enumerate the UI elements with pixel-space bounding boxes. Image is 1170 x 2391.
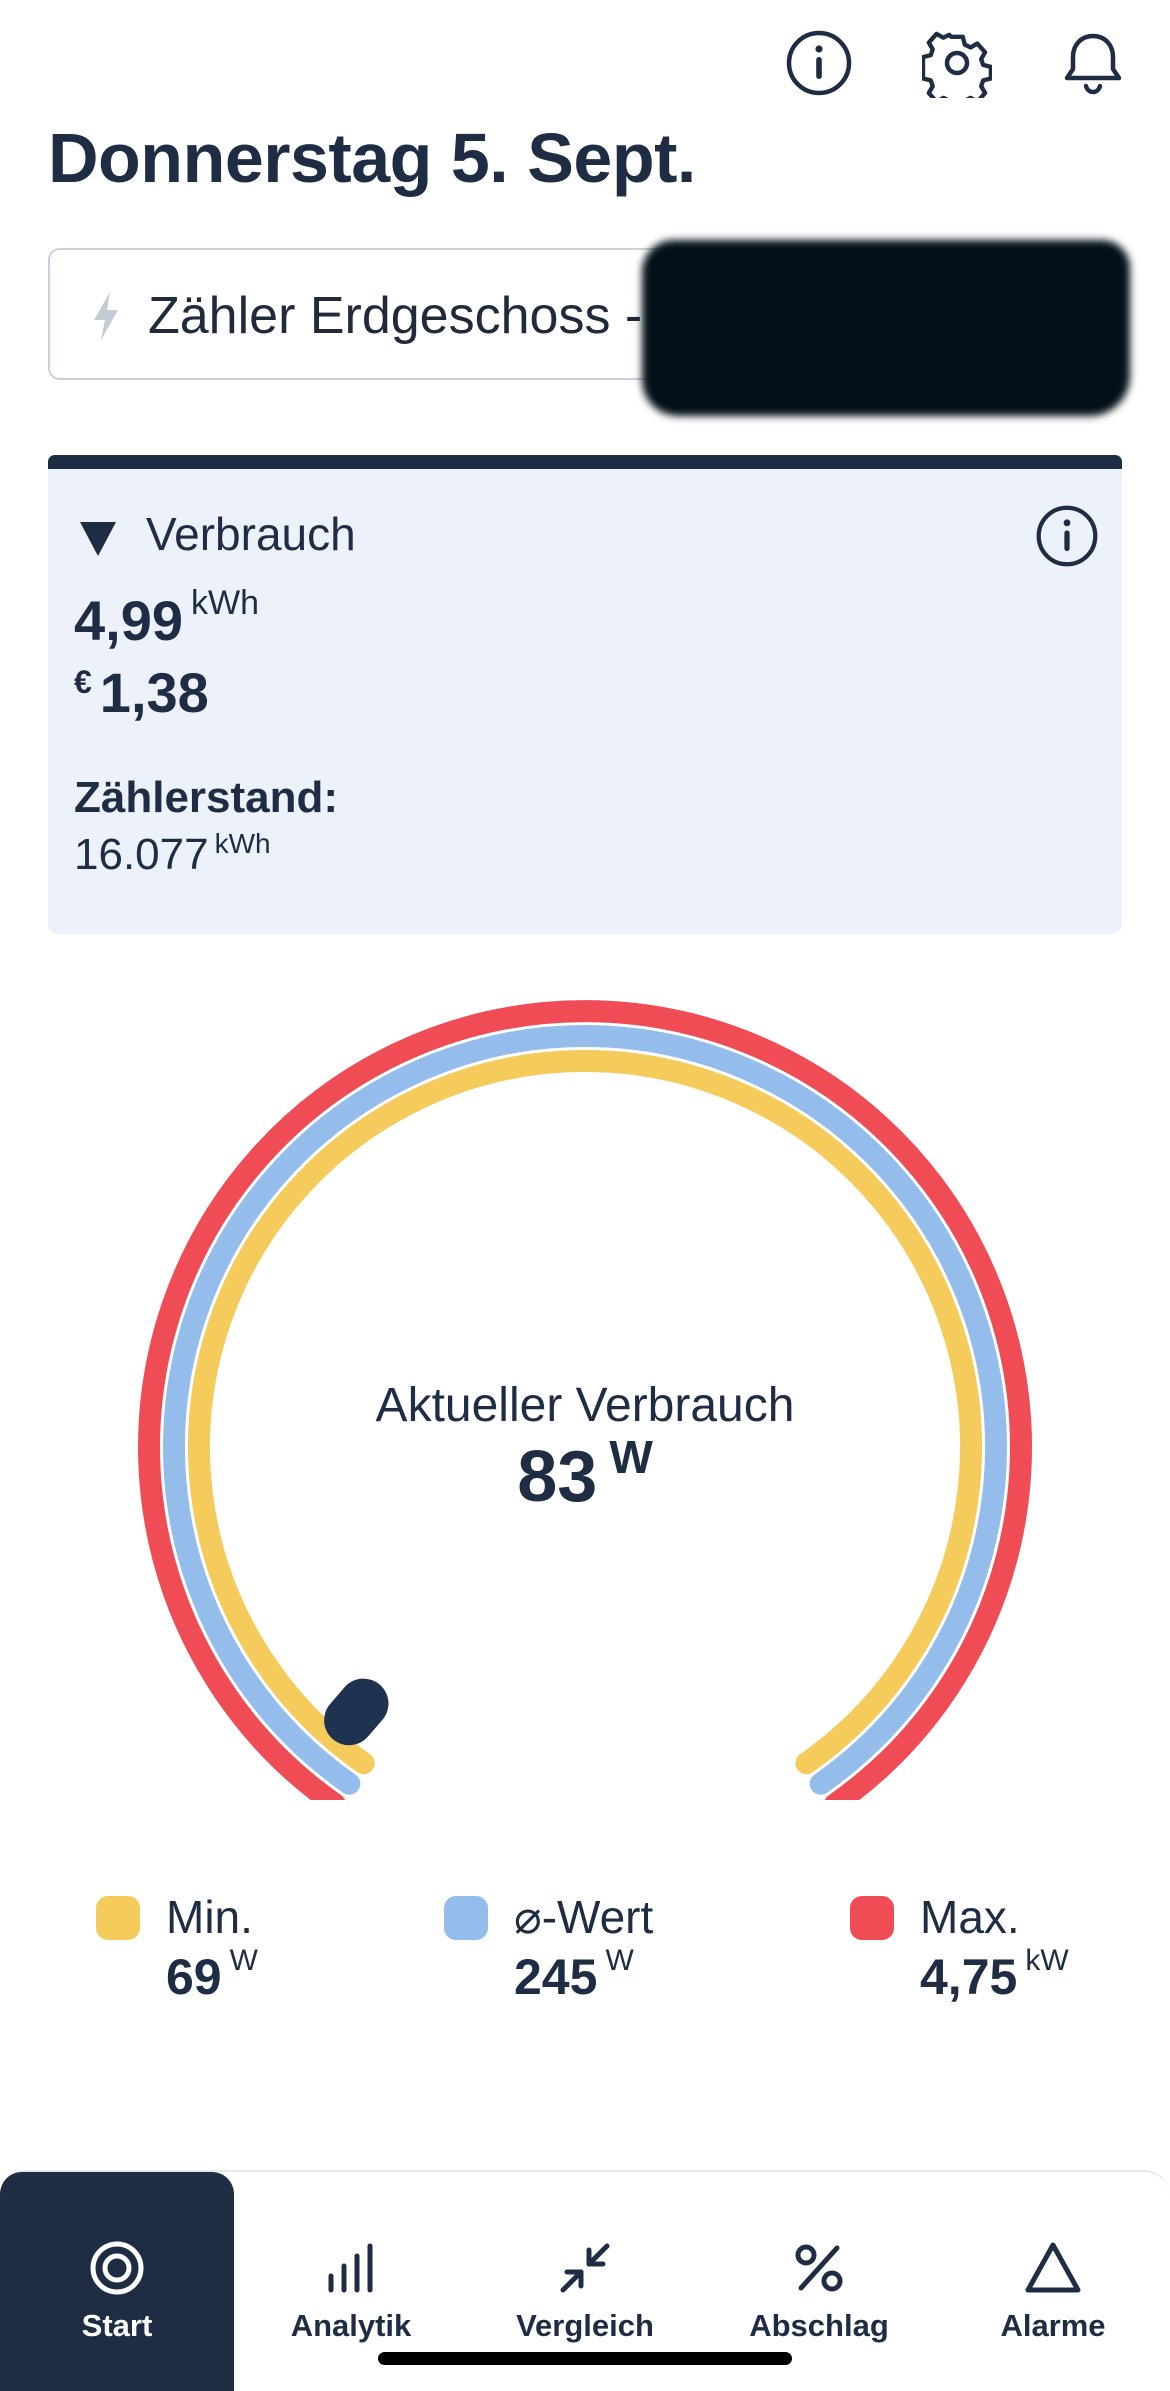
tab-label: Vergleich: [516, 2308, 654, 2343]
legend-value-avg: 245 W: [514, 1944, 634, 2005]
target-icon: [90, 2241, 144, 2295]
energy-value: 4,99 kWh: [74, 584, 259, 652]
gauge-arc-min: [188, 1050, 982, 1775]
bars-icon: [328, 2243, 373, 2293]
tab-vergleich[interactable]: Vergleich: [468, 2172, 702, 2391]
tab-alarme[interactable]: Alarme: [936, 2172, 1170, 2391]
tab-label: Abschlag: [749, 2308, 889, 2343]
home-indicator: [378, 2352, 792, 2365]
consumption-heading: Verbrauch: [146, 508, 356, 560]
energy-unit: kWh: [191, 584, 259, 622]
legend-value-max: 4,75 kW: [920, 1944, 1069, 2005]
meter-reading-value: 16.077 kWh: [74, 828, 271, 879]
bolt-icon: [94, 292, 118, 340]
tab-analytik[interactable]: Analytik: [234, 2172, 468, 2391]
percent-icon: [795, 2244, 843, 2292]
tab-label: Start: [81, 2308, 153, 2343]
legend-label-avg: ⌀-Wert: [514, 1891, 654, 1943]
legend-swatch-max: [850, 1896, 894, 1940]
triangle-alert-icon: [1025, 2242, 1081, 2293]
meter-reading-unit: kWh: [214, 828, 271, 859]
triangle-down-icon: [80, 522, 116, 556]
cost-value: €1,38: [74, 661, 209, 724]
card-top-bar: [48, 455, 1122, 469]
gauge-arc-avg: [163, 1025, 1007, 1795]
tab-start[interactable]: Start: [0, 2172, 234, 2391]
gauge-label: Aktueller Verbrauch: [375, 1379, 795, 1432]
tab-label: Analytik: [290, 2308, 412, 2343]
gear-icon[interactable]: [922, 28, 992, 98]
gauge-arc-max: [138, 1000, 1032, 1800]
gauge-marker: [324, 1678, 389, 1746]
tab-label: Alarme: [1000, 2308, 1106, 2343]
legend-label-max: Max.: [920, 1891, 1020, 1943]
legend-value-min: 69 W: [166, 1944, 258, 2005]
info-icon[interactable]: [784, 28, 854, 98]
page-title: Donnerstag 5. Sept.: [48, 119, 696, 197]
meter-select-label: Zähler Erdgeschoss -: [148, 287, 643, 345]
consumption-info-icon[interactable]: [1034, 503, 1100, 569]
legend-label-min: Min.: [166, 1891, 253, 1943]
currency-symbol: €: [74, 664, 92, 700]
gauge-unit: W: [609, 1431, 653, 1483]
legend-swatch-avg: [444, 1896, 488, 1940]
bell-icon[interactable]: [1058, 28, 1128, 98]
gauge-value: 83 W: [517, 1431, 653, 1517]
legend-swatch-min: [96, 1896, 140, 1940]
redaction-overlay: [642, 240, 1130, 416]
compare-arrows-icon: [560, 2243, 610, 2293]
consumption-card: Verbrauch 4,99 kWh €1,38 Zählerstand: 16.…: [48, 455, 1122, 934]
meter-reading-label: Zählerstand:: [74, 773, 339, 822]
consumption-gauge: [138, 1000, 1032, 1800]
tab-abschlag[interactable]: Abschlag: [702, 2172, 936, 2391]
